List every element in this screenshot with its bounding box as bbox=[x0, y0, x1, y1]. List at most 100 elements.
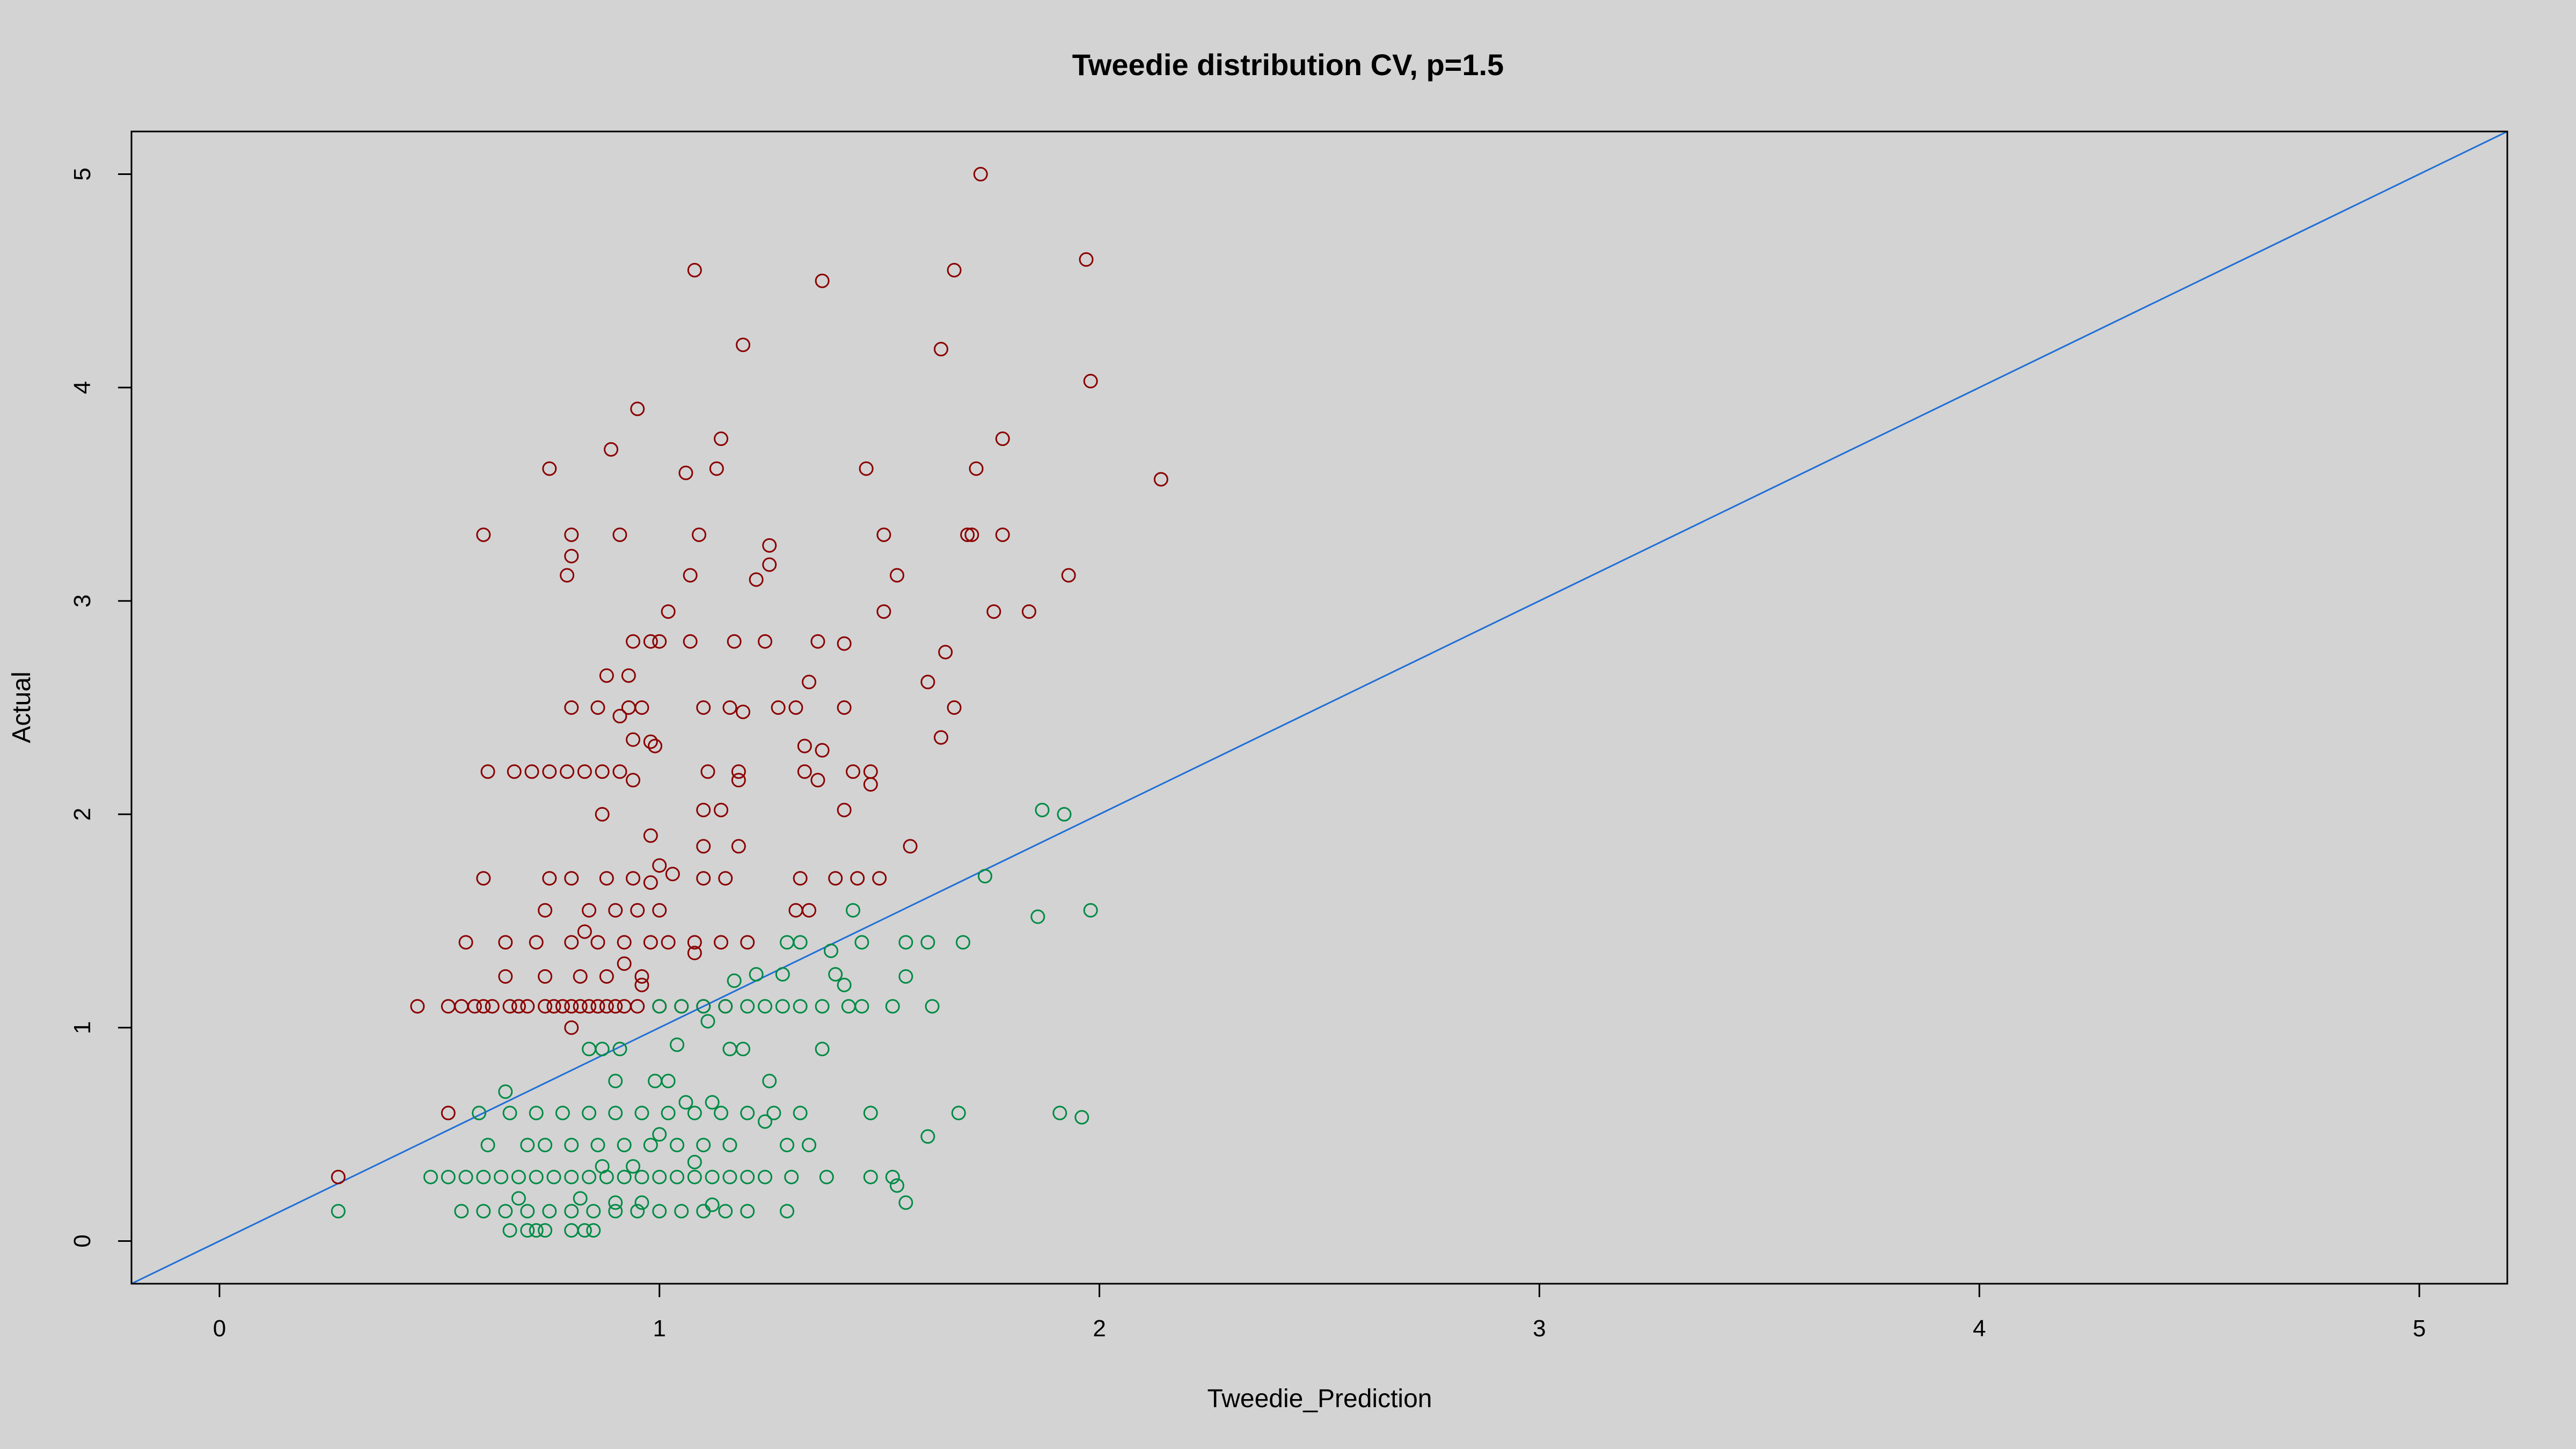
data-point bbox=[802, 1138, 817, 1153]
data-point bbox=[784, 1169, 799, 1184]
data-point bbox=[331, 1169, 346, 1184]
data-point bbox=[687, 935, 702, 950]
data-point bbox=[674, 999, 689, 1014]
data-point bbox=[788, 700, 803, 715]
data-point bbox=[731, 839, 746, 854]
data-point bbox=[423, 1169, 438, 1184]
data-point bbox=[793, 935, 808, 950]
data-point bbox=[476, 1169, 491, 1184]
y-tick-label: 3 bbox=[69, 594, 96, 607]
data-point bbox=[529, 935, 544, 950]
data-point bbox=[498, 1084, 513, 1099]
data-point bbox=[661, 935, 676, 950]
data-point bbox=[652, 999, 667, 1014]
data-point bbox=[538, 999, 553, 1014]
data-point bbox=[608, 1073, 623, 1088]
data-point bbox=[925, 999, 940, 1014]
data-point bbox=[494, 1169, 509, 1184]
data-point bbox=[819, 1169, 834, 1184]
data-point bbox=[780, 1204, 795, 1219]
data-point bbox=[520, 1223, 535, 1238]
data-point bbox=[815, 1042, 830, 1057]
data-point bbox=[678, 465, 693, 480]
data-point bbox=[626, 732, 641, 747]
data-point bbox=[736, 704, 751, 719]
chart-title: Tweedie distribution CV, p=1.5 bbox=[1072, 48, 1504, 82]
data-point bbox=[520, 1204, 535, 1219]
data-point bbox=[652, 634, 667, 649]
data-point bbox=[837, 977, 852, 992]
data-point bbox=[964, 527, 979, 542]
data-point bbox=[498, 1204, 513, 1219]
data-point bbox=[920, 675, 935, 690]
points-layer bbox=[331, 167, 1168, 1238]
data-point bbox=[652, 858, 667, 873]
data-point bbox=[837, 636, 852, 651]
data-point bbox=[441, 1169, 456, 1184]
data-point bbox=[687, 946, 702, 961]
data-point bbox=[564, 527, 579, 542]
data-point bbox=[714, 802, 729, 817]
data-point bbox=[608, 1106, 623, 1121]
data-point bbox=[480, 764, 495, 779]
data-point bbox=[612, 764, 627, 779]
data-point bbox=[626, 773, 641, 788]
data-point bbox=[617, 956, 632, 971]
data-point bbox=[758, 999, 773, 1014]
data-point bbox=[582, 1169, 597, 1184]
data-point bbox=[670, 1138, 685, 1153]
data-point bbox=[476, 999, 491, 1014]
data-point bbox=[920, 1129, 935, 1144]
data-point bbox=[564, 1020, 579, 1035]
data-point bbox=[859, 461, 874, 476]
data-point bbox=[502, 999, 517, 1014]
data-point bbox=[476, 871, 491, 886]
data-point bbox=[604, 442, 619, 457]
data-point bbox=[472, 1106, 487, 1121]
data-point bbox=[564, 700, 579, 715]
data-point bbox=[670, 1037, 685, 1052]
data-point bbox=[1074, 1110, 1089, 1125]
data-point bbox=[546, 1169, 561, 1184]
data-point bbox=[986, 604, 1001, 619]
data-point bbox=[903, 839, 918, 854]
data-point bbox=[582, 999, 597, 1014]
data-point bbox=[766, 1106, 781, 1121]
data-point bbox=[538, 1138, 553, 1153]
data-point bbox=[762, 1073, 777, 1088]
data-point bbox=[599, 668, 614, 683]
data-point bbox=[524, 764, 539, 779]
data-point bbox=[467, 999, 482, 1014]
data-point bbox=[617, 999, 632, 1014]
data-point bbox=[634, 1195, 649, 1210]
data-point bbox=[441, 1106, 456, 1121]
data-point bbox=[634, 977, 649, 992]
data-point bbox=[793, 999, 808, 1014]
data-point bbox=[810, 634, 825, 649]
data-point bbox=[502, 1223, 517, 1238]
data-point bbox=[542, 1204, 557, 1219]
data-point bbox=[920, 935, 935, 950]
data-point bbox=[586, 1204, 601, 1219]
x-tick-label: 1 bbox=[653, 1315, 666, 1342]
data-point bbox=[590, 700, 605, 715]
data-point bbox=[595, 764, 610, 779]
data-point bbox=[885, 999, 900, 1014]
data-point bbox=[542, 871, 557, 886]
data-point bbox=[977, 869, 992, 884]
data-point bbox=[621, 668, 636, 683]
x-tick-label: 3 bbox=[1533, 1315, 1546, 1342]
data-point bbox=[670, 1169, 685, 1184]
data-point bbox=[718, 871, 733, 886]
data-point bbox=[845, 764, 860, 779]
data-point bbox=[938, 645, 953, 660]
data-point bbox=[634, 969, 649, 984]
x-tick-label: 0 bbox=[213, 1315, 226, 1342]
data-point bbox=[630, 401, 645, 416]
data-point bbox=[696, 1138, 711, 1153]
data-point bbox=[564, 999, 579, 1014]
data-point bbox=[617, 1138, 632, 1153]
data-point bbox=[854, 999, 869, 1014]
